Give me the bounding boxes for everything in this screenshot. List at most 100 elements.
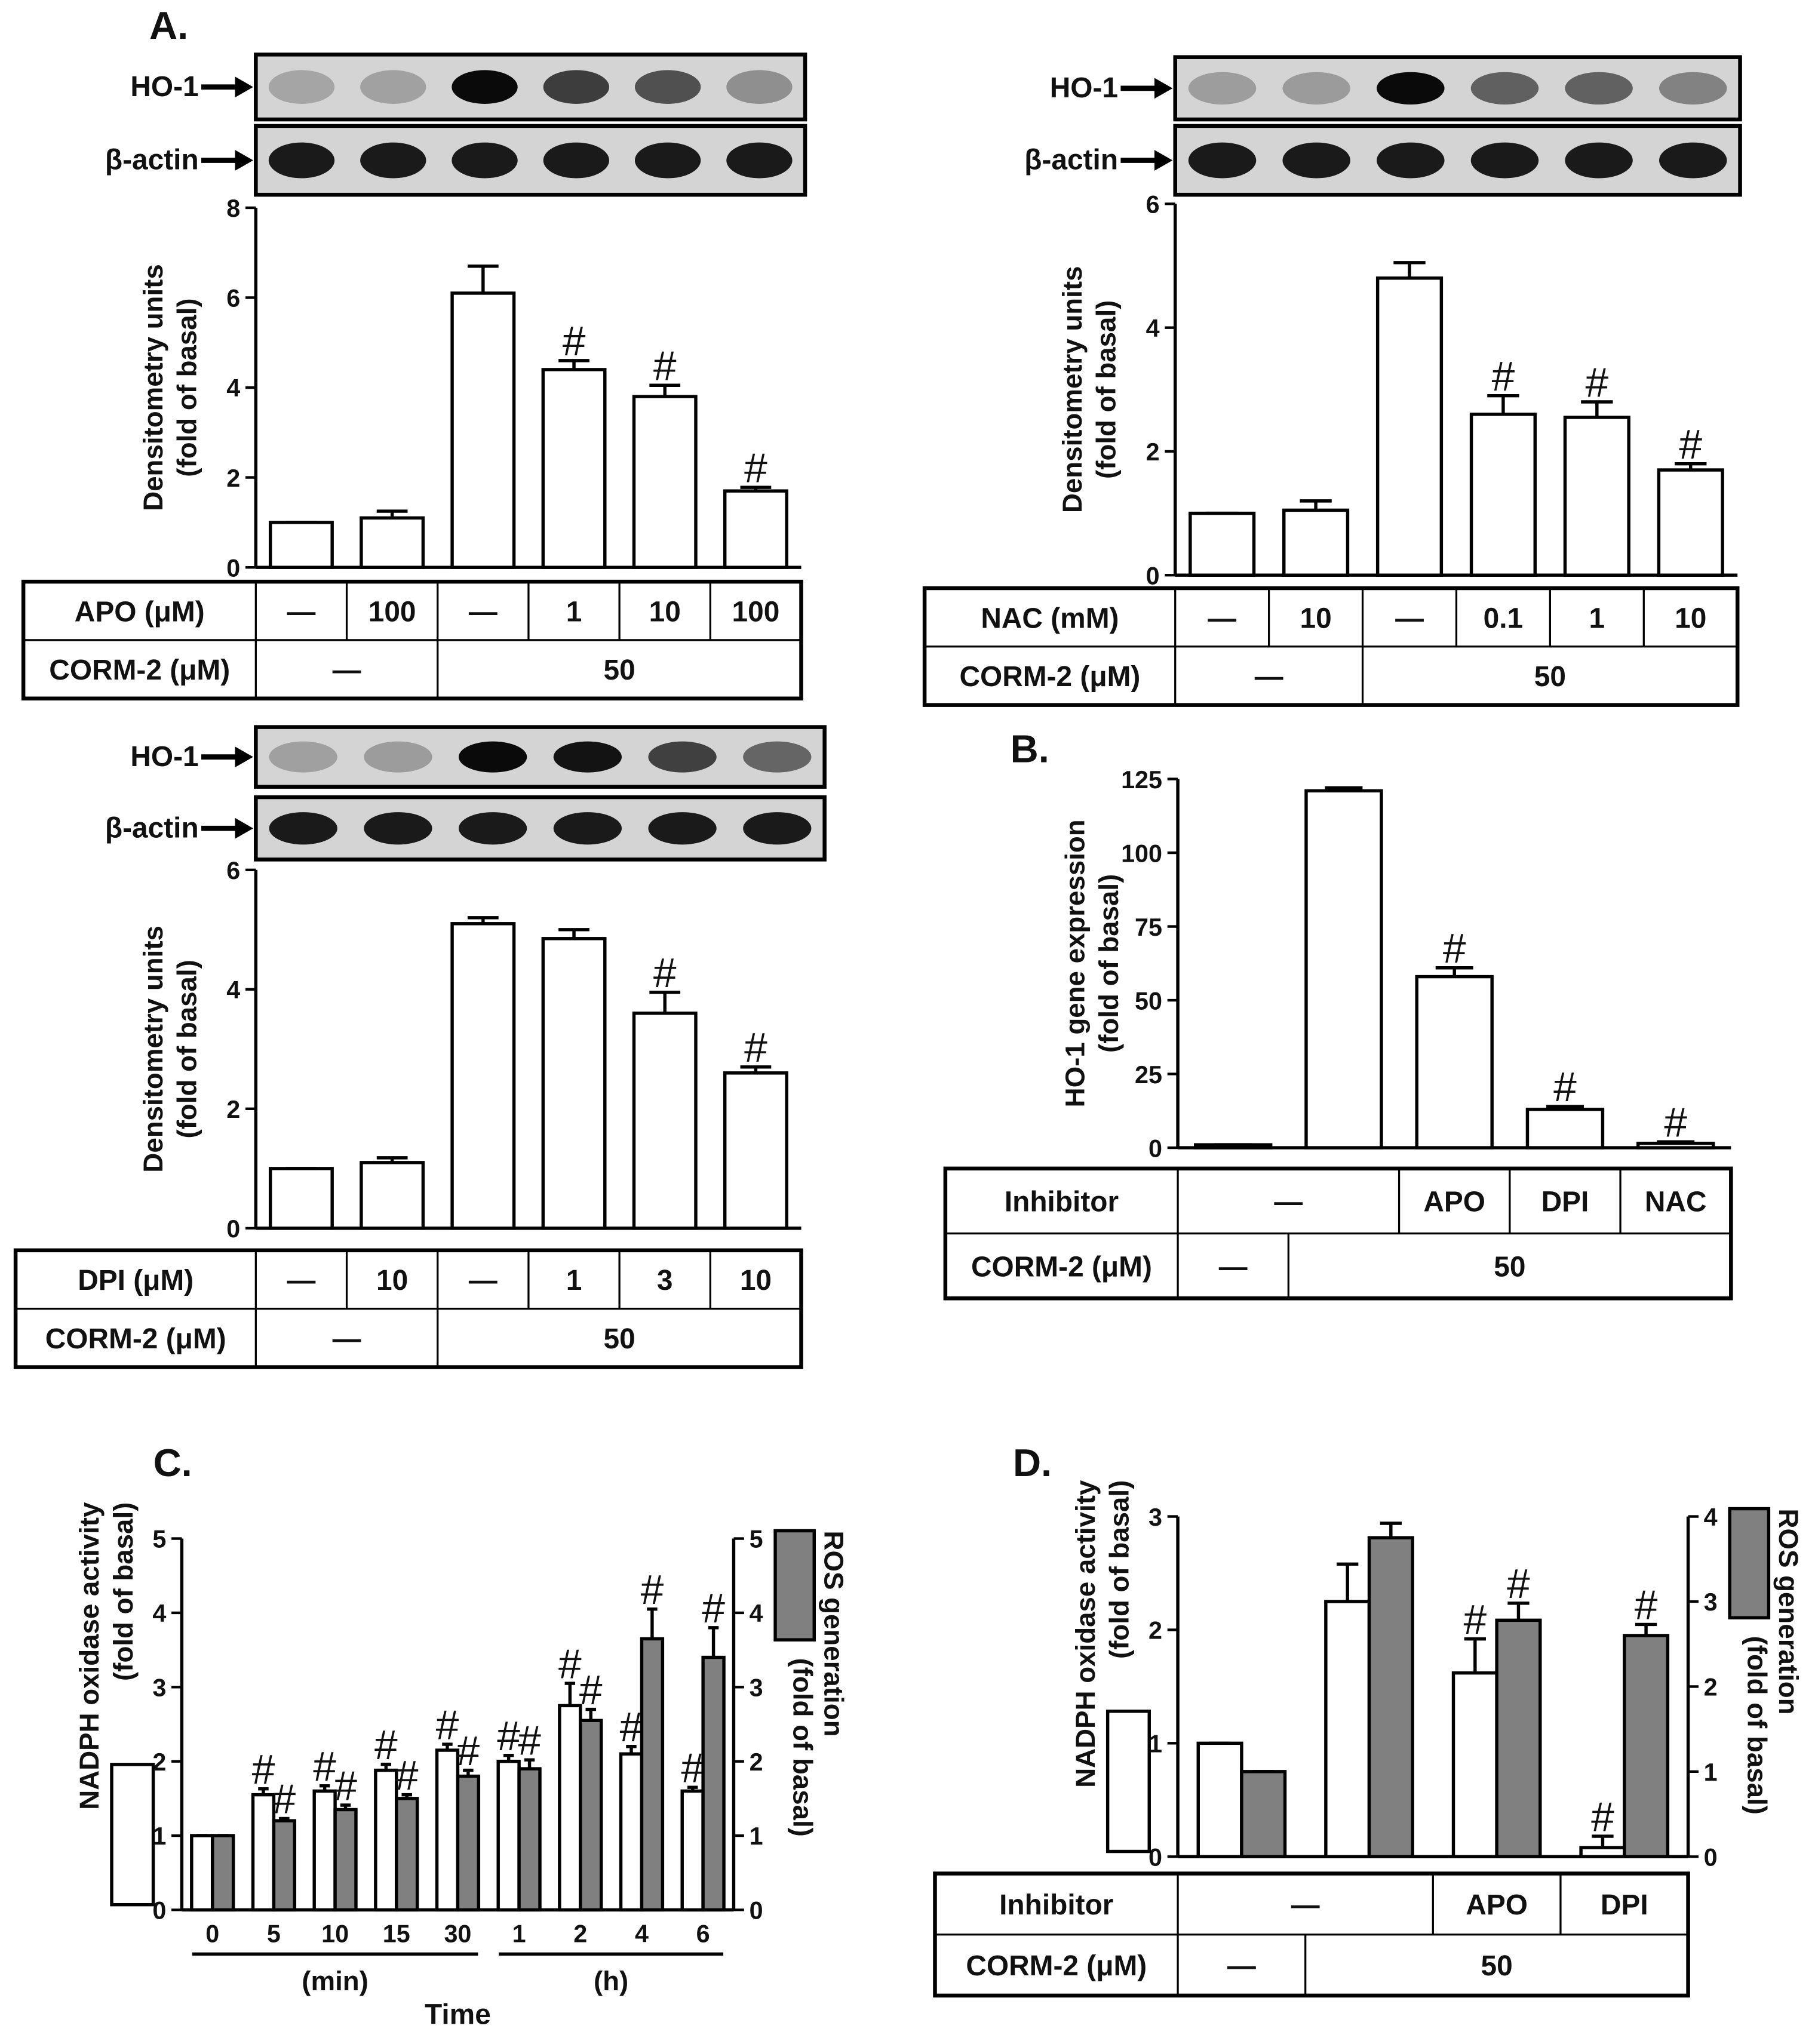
bar bbox=[723, 489, 788, 569]
table-cell: 100 bbox=[368, 596, 416, 628]
y2-tick-label: 4 bbox=[1704, 1504, 1718, 1531]
y-tick-label: 6 bbox=[226, 285, 240, 312]
bar bbox=[632, 395, 698, 569]
y-tick-label: 2 bbox=[226, 1096, 240, 1123]
table-cell: APO bbox=[1423, 1187, 1485, 1218]
bar bbox=[1196, 1741, 1243, 1858]
table-cell: NAC bbox=[1645, 1187, 1707, 1218]
x-tick-label: 15 bbox=[383, 1920, 410, 1948]
table-cell: — bbox=[1208, 603, 1236, 634]
bar bbox=[450, 922, 516, 1230]
y2-axis-label: ROS generation bbox=[819, 1530, 849, 1736]
bar bbox=[333, 1808, 358, 1912]
bar bbox=[450, 291, 516, 569]
x-tick-label: 4 bbox=[635, 1920, 649, 1948]
blot-label: β-actin bbox=[105, 145, 199, 176]
y-tick-label: 50 bbox=[1135, 987, 1162, 1015]
table-frame bbox=[21, 579, 803, 701]
y2-tick-label: 0 bbox=[1704, 1843, 1718, 1871]
blot-band bbox=[1377, 142, 1445, 179]
table-cell: DPI bbox=[1601, 1889, 1648, 1921]
bar bbox=[1240, 1770, 1287, 1858]
y-axis-label: NADPH oxidase activity bbox=[1070, 1480, 1101, 1788]
significance-mark: # bbox=[620, 1704, 643, 1750]
bar bbox=[1367, 1536, 1414, 1858]
table-cell: 1 bbox=[1589, 603, 1605, 634]
y2-tick-label: 0 bbox=[750, 1897, 763, 1925]
bar bbox=[541, 368, 607, 569]
blot-band bbox=[1659, 72, 1727, 104]
blot-band bbox=[726, 142, 793, 179]
y-tick-label: 1 bbox=[1148, 1731, 1162, 1758]
blot-band bbox=[648, 741, 717, 773]
significance-mark: # bbox=[1679, 421, 1702, 468]
table-row-label: CORM-2 (μM) bbox=[45, 1323, 226, 1355]
y-tick-label: 0 bbox=[1148, 1135, 1162, 1162]
significance-mark: # bbox=[653, 949, 677, 996]
blot-band bbox=[269, 812, 337, 845]
table-cell: APO bbox=[1466, 1889, 1528, 1921]
y-tick-label: 2 bbox=[152, 1748, 166, 1776]
table-row-label: CORM-2 (μM) bbox=[971, 1251, 1152, 1283]
table-row-label: APO (μM) bbox=[75, 596, 205, 628]
blot-arrow-head bbox=[1154, 150, 1173, 171]
table-cell: 50 bbox=[1534, 661, 1566, 693]
blot-band bbox=[364, 741, 432, 773]
y-tick-label: 100 bbox=[1121, 840, 1162, 867]
significance-mark: # bbox=[558, 1640, 582, 1687]
y-tick-label: 0 bbox=[1146, 562, 1160, 589]
bar bbox=[1189, 511, 1256, 577]
bar bbox=[517, 1767, 542, 1912]
y-axis-label: (fold of basal) bbox=[1091, 300, 1122, 479]
blot-band bbox=[452, 142, 518, 179]
significance-mark: # bbox=[1591, 1793, 1614, 1840]
table-cell: 100 bbox=[732, 596, 780, 628]
significance-mark: # bbox=[653, 343, 677, 389]
blot-band bbox=[1565, 72, 1633, 104]
table-frame bbox=[943, 1166, 1733, 1301]
table-cell: — bbox=[1227, 1950, 1256, 1982]
blot-frame bbox=[254, 795, 827, 862]
significance-mark: # bbox=[334, 1762, 357, 1809]
bar bbox=[1563, 416, 1630, 577]
y-tick-label: 2 bbox=[1146, 438, 1160, 466]
bar bbox=[1451, 1671, 1498, 1858]
y-tick-label: 3 bbox=[152, 1674, 166, 1701]
table-cell: — bbox=[1274, 1187, 1303, 1218]
blot-label: HO-1 bbox=[1050, 72, 1118, 104]
y-tick-label: 3 bbox=[1148, 1504, 1162, 1531]
table-cell: — bbox=[333, 654, 361, 686]
blot-band bbox=[1659, 142, 1727, 179]
blot-band bbox=[648, 812, 717, 845]
significance-mark: # bbox=[1664, 1099, 1687, 1146]
blot-arrow-head bbox=[235, 150, 253, 171]
bar bbox=[1304, 789, 1383, 1149]
bar bbox=[496, 1759, 521, 1912]
x-tick-label: 30 bbox=[444, 1920, 471, 1948]
blot-band bbox=[743, 741, 812, 773]
table-cell: 10 bbox=[740, 1265, 772, 1296]
bar bbox=[211, 1834, 235, 1912]
bar bbox=[456, 1774, 481, 1912]
significance-mark: # bbox=[1443, 925, 1466, 972]
x-tick-label: 1 bbox=[512, 1920, 526, 1948]
blot-band bbox=[269, 741, 337, 773]
significance-mark: # bbox=[744, 444, 767, 491]
y-tick-label: 0 bbox=[226, 554, 240, 582]
table-cell: 10 bbox=[649, 596, 681, 628]
table-row-label: CORM-2 (μM) bbox=[959, 661, 1140, 693]
significance-mark: # bbox=[579, 1667, 603, 1713]
bar bbox=[251, 1793, 276, 1912]
table-cell: — bbox=[333, 1323, 361, 1355]
significance-mark: # bbox=[518, 1717, 541, 1763]
panel-label: A. bbox=[149, 4, 188, 47]
blot-arrow-head bbox=[1154, 78, 1173, 99]
y2-tick-label: 3 bbox=[750, 1674, 763, 1701]
y-tick-label: 6 bbox=[1146, 191, 1160, 219]
table-frame bbox=[933, 1871, 1690, 1998]
bar bbox=[1193, 1143, 1273, 1149]
y-tick-label: 125 bbox=[1121, 766, 1162, 794]
blot-band bbox=[1282, 72, 1350, 104]
bar bbox=[268, 521, 334, 569]
